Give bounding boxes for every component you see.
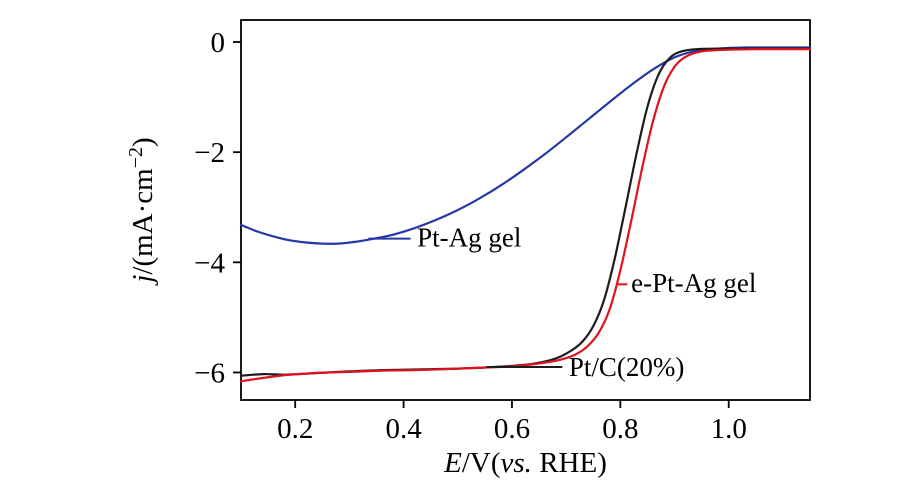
y-axis-label: j/(mA·cm−2)	[125, 137, 159, 286]
y-tick-label: −6	[194, 357, 225, 389]
x-axis-label: E/V(vs. RHE)	[443, 447, 607, 479]
series-pt-ag-gel	[239, 46, 812, 245]
x-tick-label: 0.2	[277, 413, 313, 445]
plot-frame	[240, 19, 811, 401]
x-tick-label: 0.4	[385, 413, 422, 445]
annotation-label-pt-ag-gel: Pt-Ag gel	[417, 223, 521, 253]
annotation-label-e-pt-ag-gel: e-Pt-Ag gel	[631, 268, 756, 298]
series-e-pt-ag-gel	[239, 48, 812, 383]
y-tick-label: −4	[194, 247, 225, 279]
annotation-label-pt-c-20: Pt/C(20%)	[569, 352, 685, 382]
series-pt-c-20	[239, 47, 812, 377]
y-tick-label: 0	[211, 27, 226, 59]
y-tick-label: −2	[194, 137, 225, 169]
x-tick-label: 0.8	[602, 413, 638, 445]
x-tick-label: 0.6	[494, 413, 530, 445]
x-tick-label: 1.0	[711, 413, 747, 445]
